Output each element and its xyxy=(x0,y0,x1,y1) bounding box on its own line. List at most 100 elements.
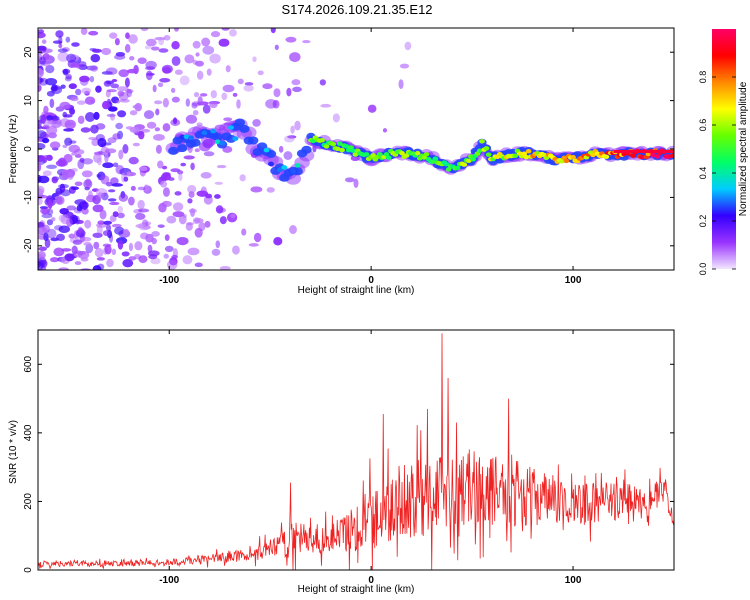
spectrogram-noise-blob xyxy=(85,243,94,254)
spectrogram-noise-blob xyxy=(111,79,118,83)
snr-ytick-label: 600 xyxy=(23,356,34,373)
spectrogram-noise-blob xyxy=(71,245,78,255)
spectrogram-noise-blob xyxy=(71,168,78,173)
spectrogram-noise-blob xyxy=(219,216,227,225)
spectrogram-noise-blob xyxy=(111,183,124,187)
spectrogram-noise-blob xyxy=(289,52,301,63)
spectrogram-noise-blob xyxy=(148,254,158,260)
spectrogram-noise-blob xyxy=(137,199,145,210)
spectrogram-noise-blob xyxy=(82,201,88,211)
spectrogram-noise-blob xyxy=(101,100,111,110)
spectrogram-noise-blob xyxy=(114,38,120,46)
spectrogram-noise-blob xyxy=(105,80,115,85)
spectrogram-noise-blob xyxy=(53,247,65,257)
spectrogram-noise-blob xyxy=(158,48,169,53)
spectrogram-xtick-label: 100 xyxy=(565,275,582,286)
spectrogram-noise-blob xyxy=(42,170,52,177)
spectrogram-noise-blob xyxy=(100,175,110,185)
spectrogram-noise-blob xyxy=(107,189,116,193)
spectrogram-noise-blob xyxy=(209,101,218,109)
spectrogram-noise-blob xyxy=(344,177,355,183)
spectrogram-noise-blob xyxy=(81,236,92,242)
spectrogram-noise-blob xyxy=(38,175,50,184)
spectrogram-ridge-cell xyxy=(512,153,519,158)
spectrogram-ridge-cell xyxy=(352,152,359,157)
spectrogram-noise-blob xyxy=(270,28,276,34)
spectrogram-noise-blob xyxy=(157,224,165,228)
spectrogram-noise-blob xyxy=(188,208,197,214)
spectrogram-noise-blob xyxy=(225,65,231,73)
spectrogram-noise-blob xyxy=(121,251,130,257)
spectrogram-ridge-cell xyxy=(219,140,226,146)
spectrogram-ridge-cell xyxy=(190,138,201,147)
spectrogram-noise-blob xyxy=(164,234,170,241)
spectrogram-noise-blob xyxy=(187,247,200,256)
spectrogram-noise-blob xyxy=(80,257,89,262)
spectrogram-noise-blob xyxy=(50,85,63,95)
spectrogram-noise-blob xyxy=(219,266,231,270)
spectrogram-ridge-cell xyxy=(168,146,179,155)
spectrogram-noise-blob xyxy=(91,138,100,147)
spectrogram-noise-blob xyxy=(68,83,77,90)
spectrogram-noise-blob xyxy=(124,43,131,53)
spectrogram-noise-blob xyxy=(162,200,168,206)
spectrogram-noise-blob xyxy=(90,53,101,63)
spectrogram-noise-blob xyxy=(62,68,69,76)
spectrogram-noise-blob xyxy=(199,93,208,97)
snr-xtick-label: 0 xyxy=(368,575,374,586)
spectrogram-noise-blob xyxy=(203,151,215,157)
spectrogram-noise-blob xyxy=(285,36,297,43)
spectrogram-noise-blob xyxy=(38,130,47,139)
spectrogram-noise-blob xyxy=(252,119,261,127)
spectrogram-noise-blob xyxy=(118,149,124,160)
spectrogram-noise-blob xyxy=(134,102,142,112)
colorbar-gradient xyxy=(712,29,736,269)
spectrogram-noise-blob xyxy=(289,225,297,235)
spectrogram-noise-blob xyxy=(132,142,140,147)
spectrogram-noise-blob xyxy=(166,215,177,224)
spectrogram-noise-blob xyxy=(128,156,139,165)
spectrogram-noise-blob xyxy=(91,48,102,53)
spectrogram-noise-blob xyxy=(122,144,129,154)
spectrogram-noise-blob xyxy=(40,207,51,215)
spectrogram-noise-blob xyxy=(162,123,171,132)
spectrogram-noise-blob xyxy=(77,115,85,124)
spectrogram-noise-blob xyxy=(68,144,80,153)
spectrogram-noise-blob xyxy=(81,170,93,178)
spectrogram-noise-blob xyxy=(117,205,124,214)
spectrogram-noise-blob xyxy=(115,122,123,130)
spectrogram-noise-blob xyxy=(58,267,70,270)
spectrogram-ridge-cell xyxy=(290,169,297,174)
spectrogram-noise-blob xyxy=(55,196,63,204)
spectrogram-noise-blob xyxy=(109,32,118,39)
spectrogram-ridge-cell xyxy=(265,149,277,158)
spectrogram-noise-blob xyxy=(202,45,215,55)
spectrogram-noise-blob xyxy=(195,52,200,57)
spectrogram-ridge-peak-band xyxy=(613,149,674,153)
spectrogram-noise-blob xyxy=(119,99,130,103)
spectrogram-ridge-cell xyxy=(301,145,312,154)
spectrogram-ridge-cell xyxy=(423,152,430,157)
spectrogram-noise-blob xyxy=(50,237,59,242)
spectrogram-noise-blob xyxy=(294,120,301,131)
spectrogram-noise-blob xyxy=(49,98,55,109)
spectrogram-noise-blob xyxy=(57,51,70,62)
spectrogram-noise-blob xyxy=(92,232,103,238)
spectrogram-ridge-cell xyxy=(263,147,270,153)
spectrogram-noise-blob xyxy=(185,114,198,124)
snr-series-line xyxy=(38,333,674,570)
spectrogram-noise-blob xyxy=(49,257,60,263)
spectrogram-ridge-cell xyxy=(385,155,392,160)
spectrogram-noise-blob xyxy=(193,91,200,98)
spectrogram-ridge-cell xyxy=(479,139,485,144)
spectrogram-noise-blob xyxy=(192,109,199,116)
spectrogram-noise-blob xyxy=(145,38,157,47)
colorbar-tick-label: 0.2 xyxy=(698,215,708,228)
colorbar-label: Normalized spectral amplitude xyxy=(738,81,749,216)
spectrogram-noise-blob xyxy=(96,174,101,178)
spectrogram-noise-blob xyxy=(38,119,43,124)
spectrogram-noise-blob xyxy=(55,30,64,38)
spectrogram-noise-blob xyxy=(128,34,138,44)
spectrogram-noise-blob xyxy=(58,183,69,189)
spectrogram-ridge-cell xyxy=(483,146,490,151)
